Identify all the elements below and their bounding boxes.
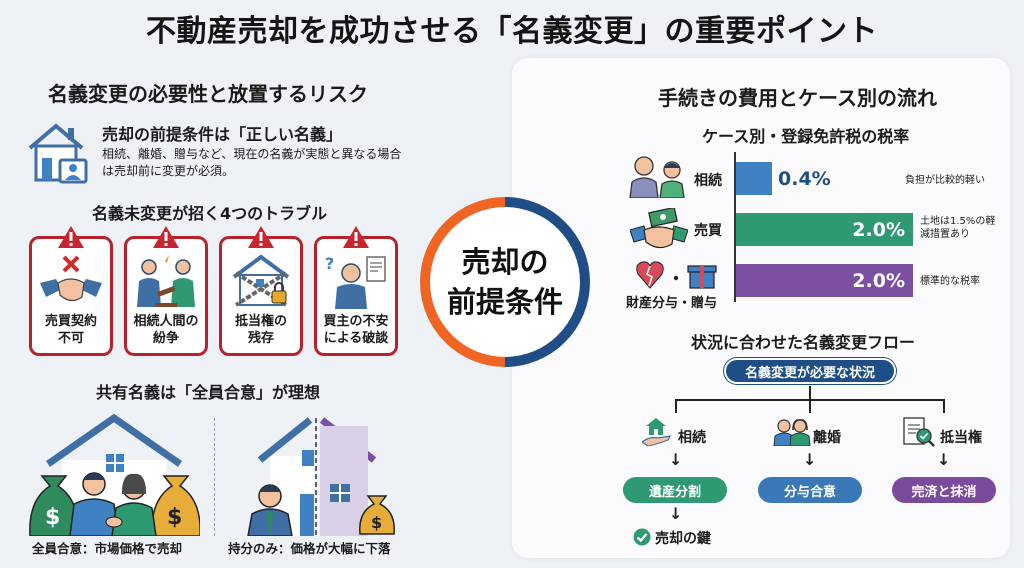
- chart-bar-inheritance: [736, 162, 772, 195]
- intro-title: 売却の前提条件は「正しい名義」: [102, 125, 343, 144]
- center-line1: 売却の: [461, 245, 549, 279]
- chart-value-label: 0.4%: [778, 168, 831, 190]
- trouble-card: 売買契約 不可: [29, 226, 113, 356]
- trouble-label: 売買契約 不可: [44, 314, 97, 346]
- page-title: 不動産売却を成功させる「名義変更」の重要ポイント: [146, 14, 878, 49]
- flow-branch-label: 離婚: [813, 430, 841, 446]
- caption-share-only: 持分のみ：価格が大幅に下落: [228, 541, 391, 556]
- svg-text:?: ?: [325, 254, 334, 273]
- svg-text:$: $: [167, 505, 182, 530]
- chart-annotation: 土地は1.5%の軽減措置あり: [920, 216, 996, 240]
- svg-text:$: $: [371, 513, 382, 532]
- flow-root: 名義変更が必要な状況: [724, 358, 896, 384]
- trouble-label: 買主の不安 による破談: [323, 314, 389, 346]
- right-heading: 手続きの費用とケース別の流れ: [658, 86, 937, 110]
- chart-category-label: 財産分与・贈与: [626, 296, 718, 311]
- chained-house-lock-icon: [232, 254, 290, 307]
- check-circle-icon: [633, 528, 651, 546]
- trouble-card: 相続人間の 紛争: [124, 226, 208, 356]
- chart-value-label: 2.0%: [852, 218, 905, 241]
- warning-icon: [343, 226, 369, 248]
- joint-heading: 共有名義は「全員合意」が理想: [96, 383, 321, 402]
- caption-all-agree: 全員合意：市場価格で売却: [32, 541, 183, 556]
- chart-bar-division-gift: 2.0%: [736, 264, 913, 297]
- trouble-card: ? 買主の不安 による破談: [314, 226, 398, 356]
- flow-step: 分与合意: [758, 477, 862, 503]
- warning-icon: [58, 226, 84, 248]
- couple-icon: [773, 419, 811, 446]
- troubles-heading: 名義未変更が招く4つのトラブル: [92, 204, 328, 223]
- elderly-and-child-icon: [629, 156, 685, 198]
- chart-category-label: 売買: [694, 223, 722, 239]
- split-house-small-moneybag-icon: $: [247, 417, 395, 536]
- flow-step: 完済と抹消: [892, 477, 996, 503]
- warning-icon: [153, 226, 179, 248]
- trouble-label: 相続人間の 紛争: [133, 314, 199, 346]
- chart-heading: ケース別・登録免許税の税率: [702, 127, 910, 146]
- chart-annotation: 標準的な税率: [920, 276, 980, 287]
- flow-heading: 状況に合わせた名義変更フロー: [691, 333, 916, 352]
- chart-bar-sale: 2.0%: [736, 213, 913, 246]
- flow-branch-label: 相続: [678, 430, 706, 446]
- divider: [214, 418, 215, 536]
- trouble-card: 抵当権の 残存: [219, 226, 303, 356]
- intro-body: 相続、離婚、贈与など、現在の名義が実態と異なる場合は売却前に変更が必須。: [102, 147, 402, 178]
- dispute-gavel-icon: [137, 255, 195, 307]
- trouble-label: 抵当権の 残存: [234, 314, 287, 346]
- chart-value-label: 2.0%: [852, 269, 905, 292]
- arrow-down-icon: ↓: [669, 450, 683, 469]
- broken-heart-gift-icon: [636, 261, 717, 289]
- center-line2: 前提条件: [446, 285, 563, 319]
- svg-text:$: $: [45, 505, 60, 530]
- house-in-hand-icon: [642, 418, 672, 446]
- house-with-id-icon: [28, 123, 88, 184]
- flow-final-label: 売却の鍵: [655, 531, 711, 547]
- arrow-down-icon: ↓: [937, 450, 951, 469]
- chart-annotation: 負担が比較的軽い: [905, 175, 985, 186]
- couple-house-moneybags-icon: $ $: [29, 414, 200, 536]
- flow-connector: [943, 399, 945, 413]
- chart-category-label: 相続: [694, 173, 722, 189]
- right-panel: [512, 58, 1010, 558]
- handshake-money-icon: [630, 208, 688, 249]
- arrow-down-icon: ↓: [669, 504, 683, 523]
- flow-branch-label: 抵当権: [940, 430, 982, 446]
- left-heading: 名義変更の必要性と放置するリスク: [48, 82, 368, 106]
- arrow-down-icon: ↓: [803, 450, 817, 469]
- handshake-cross-icon: [40, 255, 102, 302]
- flow-connector: [809, 399, 811, 413]
- flow-connector: [675, 399, 677, 413]
- document-magnifier-icon: [903, 417, 935, 447]
- warning-icon: [248, 226, 274, 248]
- flow-step: 遺産分割: [623, 477, 727, 503]
- flow-connector: [809, 386, 811, 400]
- worried-buyer-icon: ?: [325, 254, 386, 309]
- chart-axis: [734, 152, 736, 302]
- center-label: 売却の 前提条件: [420, 197, 590, 367]
